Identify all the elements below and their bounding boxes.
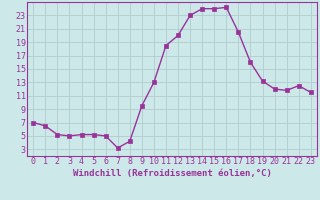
X-axis label: Windchill (Refroidissement éolien,°C): Windchill (Refroidissement éolien,°C) (73, 169, 271, 178)
